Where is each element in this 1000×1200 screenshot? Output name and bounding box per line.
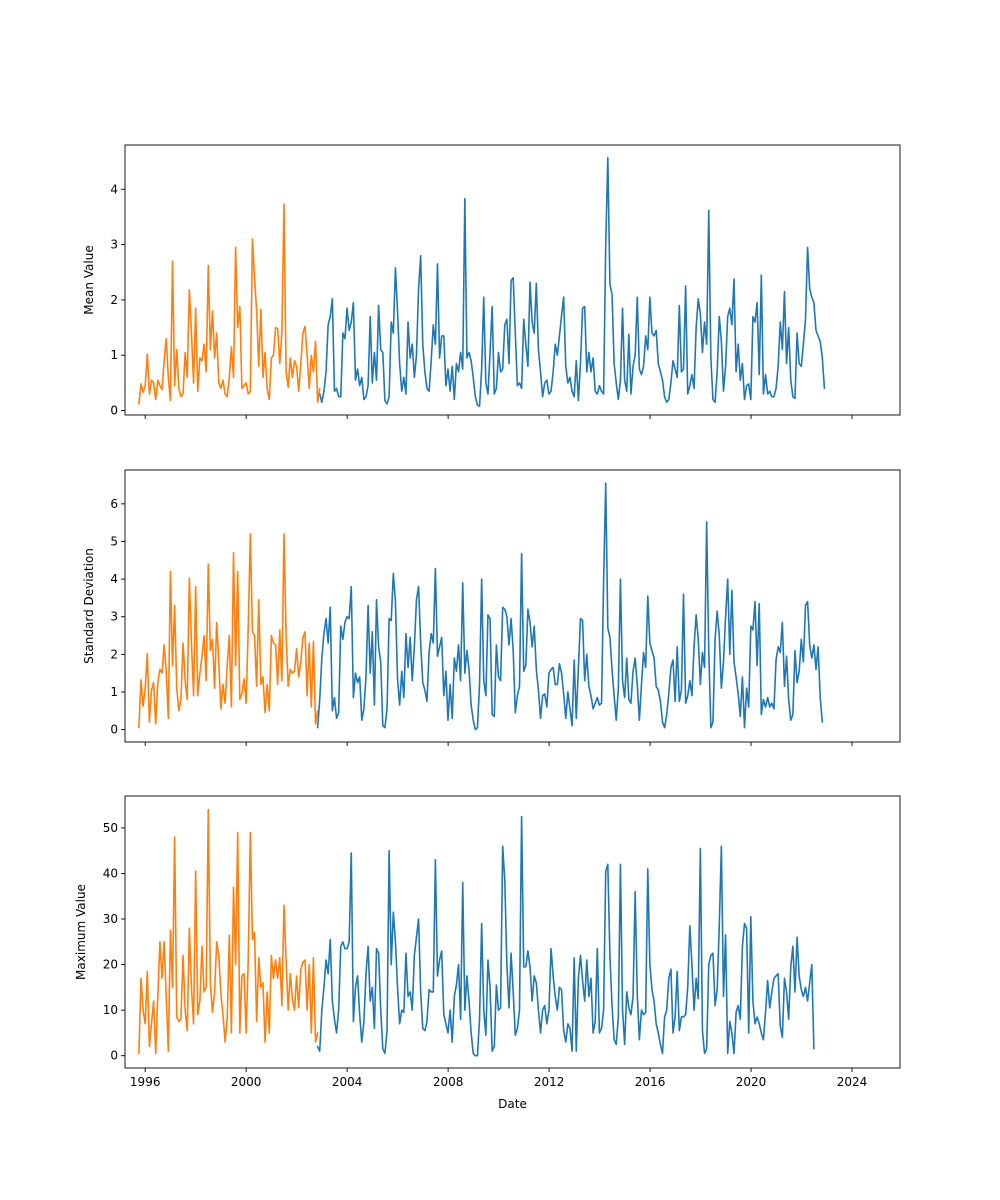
x-tick-label: 2016 [635, 1075, 666, 1089]
y-tick-label: 30 [103, 912, 118, 926]
y-tick-label: 1 [110, 685, 118, 699]
y-axis-label: Standard Deviation [82, 548, 96, 664]
axes-frame [124, 469, 901, 743]
x-tick-label: 2004 [332, 1075, 363, 1089]
y-axis-label: Maximum Value [74, 884, 88, 980]
y-tick-label: 0 [110, 1049, 118, 1063]
series-line-orange [138, 203, 321, 405]
series-line-blue [316, 815, 815, 1057]
y-tick-label: 10 [103, 1003, 118, 1017]
y-tick-label: 4 [110, 182, 118, 196]
subplots: 0 1 2 3 4 Mean Value 0 1 2 3 4 5 6 Standard Deviation… [74, 144, 901, 1111]
subplot-1: 0 1 2 3 4 Mean Value [82, 144, 901, 419]
y-tick-label: 3 [110, 610, 118, 624]
y-tick-label: 50 [103, 821, 118, 835]
y-tick-label: 0 [110, 723, 118, 737]
y-tick-label: 2 [110, 647, 118, 661]
x-tick-label: 2008 [433, 1075, 464, 1089]
y-tick-label: 20 [103, 958, 118, 972]
x-tick-label: 2012 [534, 1075, 565, 1089]
y-tick-label: 40 [103, 866, 118, 880]
y-tick-label: 5 [110, 534, 118, 548]
axes-frame [124, 795, 901, 1069]
subplot-3: 0 10 20 30 40 50 1996 2000 2004 2008 2012 2016 2020 2… [74, 795, 901, 1111]
y-axis-label: Mean Value [82, 245, 96, 314]
y-tick-label: 2 [110, 293, 118, 307]
series-line-blue [318, 156, 826, 407]
y-tick-label: 1 [110, 348, 118, 362]
x-tick-label: 2024 [837, 1075, 868, 1089]
x-axis-label: Date [498, 1097, 527, 1111]
x-tick-label: 2020 [736, 1075, 767, 1089]
x-tick-label: 1996 [130, 1075, 161, 1089]
y-tick-label: 4 [110, 572, 118, 586]
axes-frame [124, 144, 901, 416]
y-tick-label: 3 [110, 238, 118, 252]
y-tick-label: 0 [110, 404, 118, 418]
series-line-orange [138, 808, 319, 1055]
x-tick-label: 2000 [231, 1075, 262, 1089]
series-line-blue [316, 482, 824, 731]
y-tick-label: 6 [110, 497, 118, 511]
series-line-orange [138, 533, 319, 729]
subplot-2: 0 1 2 3 4 5 6 Standard Deviation [82, 469, 901, 746]
